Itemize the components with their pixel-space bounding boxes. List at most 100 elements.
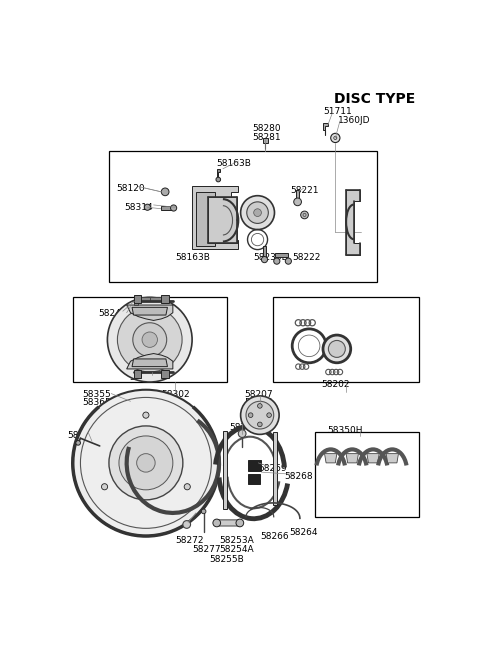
Polygon shape (323, 123, 328, 130)
Text: 1360JD: 1360JD (338, 116, 371, 125)
Polygon shape (324, 454, 337, 463)
Text: 58163B: 58163B (175, 254, 210, 262)
Circle shape (183, 520, 191, 528)
Circle shape (246, 401, 274, 429)
Text: DISC TYPE: DISC TYPE (334, 92, 415, 106)
Circle shape (161, 188, 169, 196)
Polygon shape (248, 474, 260, 484)
Text: 58235B: 58235B (254, 254, 288, 262)
Circle shape (170, 205, 177, 211)
Circle shape (133, 323, 167, 356)
Polygon shape (132, 359, 168, 367)
Polygon shape (132, 308, 168, 315)
Polygon shape (127, 354, 173, 369)
Polygon shape (386, 454, 398, 463)
Circle shape (184, 484, 191, 490)
Polygon shape (134, 297, 165, 305)
Polygon shape (296, 190, 299, 199)
Circle shape (248, 413, 253, 417)
Circle shape (285, 258, 291, 264)
Polygon shape (161, 206, 173, 210)
Circle shape (236, 519, 244, 527)
Circle shape (216, 177, 221, 182)
Circle shape (323, 335, 351, 363)
Polygon shape (248, 459, 262, 471)
Circle shape (262, 256, 267, 263)
Polygon shape (192, 186, 238, 249)
Circle shape (258, 404, 262, 408)
Circle shape (258, 422, 262, 426)
Polygon shape (196, 192, 215, 246)
Polygon shape (127, 305, 173, 321)
Text: 58269: 58269 (258, 465, 287, 473)
Text: 58253A: 58253A (219, 536, 254, 545)
Polygon shape (217, 169, 220, 178)
Text: 58280: 58280 (252, 124, 281, 133)
Circle shape (137, 454, 155, 472)
Circle shape (294, 198, 301, 206)
Polygon shape (161, 371, 169, 378)
Bar (109, 151, 377, 282)
Bar (73, 297, 227, 382)
Circle shape (240, 396, 279, 434)
Text: 58268: 58268 (285, 472, 313, 481)
Text: 58266: 58266 (260, 532, 288, 541)
Text: 58350H: 58350H (327, 426, 362, 435)
Text: 58302: 58302 (161, 390, 190, 398)
Polygon shape (207, 197, 237, 243)
Circle shape (142, 332, 157, 347)
Circle shape (240, 196, 275, 230)
Circle shape (300, 211, 308, 219)
Polygon shape (263, 246, 266, 258)
Text: 58255B: 58255B (209, 554, 244, 563)
Text: 58254A: 58254A (219, 545, 253, 554)
Text: 58244A: 58244A (98, 309, 132, 318)
Circle shape (267, 413, 271, 417)
Circle shape (108, 297, 192, 382)
Circle shape (274, 258, 280, 264)
Polygon shape (161, 295, 169, 304)
Bar (315, 432, 419, 517)
Circle shape (101, 484, 108, 490)
Text: 58365: 58365 (83, 398, 111, 407)
Circle shape (118, 308, 182, 372)
Text: 58281: 58281 (252, 133, 281, 142)
Polygon shape (134, 295, 141, 304)
Text: 58163B: 58163B (217, 159, 252, 167)
Bar (273, 297, 419, 382)
Circle shape (254, 209, 262, 217)
Text: 58222: 58222 (292, 254, 321, 262)
Circle shape (331, 133, 340, 143)
Text: 58202: 58202 (322, 380, 350, 389)
Text: 58267: 58267 (229, 423, 258, 432)
Text: 51711: 51711 (323, 107, 352, 116)
Polygon shape (367, 454, 379, 463)
Polygon shape (263, 138, 267, 143)
Circle shape (247, 202, 268, 223)
Text: 58244A: 58244A (129, 373, 164, 382)
Circle shape (109, 426, 183, 500)
Text: 58314: 58314 (124, 202, 153, 212)
Text: 58277: 58277 (192, 545, 221, 554)
Polygon shape (223, 430, 227, 509)
Text: 58221: 58221 (291, 186, 319, 195)
Polygon shape (346, 454, 359, 463)
Circle shape (73, 390, 219, 536)
Text: 58272: 58272 (175, 536, 204, 545)
Circle shape (76, 441, 81, 445)
Circle shape (143, 412, 149, 418)
Polygon shape (275, 254, 288, 256)
Circle shape (213, 519, 221, 527)
Text: 58271B: 58271B (67, 430, 102, 439)
Text: 58208: 58208 (244, 398, 273, 407)
Circle shape (328, 341, 345, 358)
Text: 58355: 58355 (83, 390, 111, 398)
Polygon shape (217, 520, 240, 526)
Polygon shape (346, 190, 360, 255)
Text: 58120: 58120 (117, 184, 145, 193)
Circle shape (238, 430, 246, 437)
Circle shape (119, 436, 173, 490)
Polygon shape (134, 371, 141, 378)
Text: 58207: 58207 (244, 390, 273, 398)
Polygon shape (273, 432, 277, 505)
